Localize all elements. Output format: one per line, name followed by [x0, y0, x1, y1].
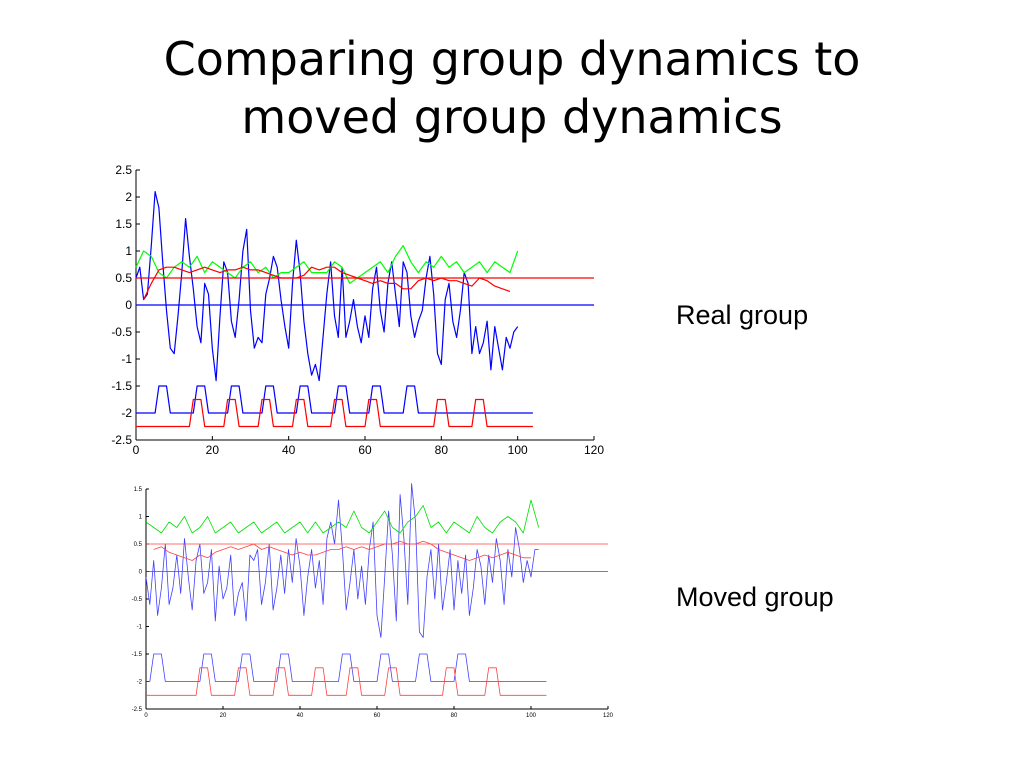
chart-0-xtick-label: 40: [282, 443, 296, 457]
chart-0-series-2-signal: [143, 266, 511, 300]
chart-0-xtick-label: 100: [508, 443, 528, 457]
chart-0-xtick-label: 0: [133, 443, 140, 457]
chart-0-ytick-label: 2: [125, 190, 132, 204]
chart-0-ytick-label: -2.5: [111, 433, 132, 447]
moved-group-label: Moved group: [676, 582, 834, 612]
real-group-label: Real group: [676, 300, 809, 330]
chart-0-series-1-signal: [135, 245, 519, 284]
chart-0-ytick-label: -1.5: [111, 379, 132, 393]
chart-0-xtick-label: 20: [206, 443, 220, 457]
chart-1-group: -2.5 -2 -1.5 -1 -0.5 0 0.5 1 1.5 0 20 40 60 80 100 120: [132, 483, 614, 719]
chart-1-xtick-label: 100: [526, 713, 537, 719]
chart-0-xtick-label: 120: [584, 443, 604, 457]
chart-1-series-0-signal: [145, 483, 539, 638]
chart-0-ytick-label: 1.5: [115, 217, 132, 231]
chart-1-xtick-label: 80: [451, 713, 458, 719]
chart-1-xtick-label: 0: [144, 713, 148, 719]
slide-title-line-1: Comparing group dynamics to: [163, 32, 861, 86]
chart-1-series-2-signal: [153, 540, 531, 561]
chart-0-series-6-pulse: [136, 398, 533, 428]
chart-1-series-6-pulse: [146, 667, 547, 696]
chart-0-ytick-label: 0.5: [115, 271, 132, 285]
chart-0-ytick-label: -0.5: [111, 325, 132, 339]
chart-1-xtick-label: 40: [297, 713, 304, 719]
chart-0-ytick-label: 1: [125, 244, 132, 258]
chart-1-xtick-label: 20: [220, 713, 227, 719]
chart-1-ytick-label: -1: [137, 625, 143, 631]
chart-0-ytick-label: -2: [121, 406, 132, 420]
chart-1-series-1-signal: [145, 499, 540, 534]
chart-1-ytick-label: 1: [139, 515, 143, 521]
chart-1-ytick-label: 1.5: [134, 487, 143, 493]
chart-0-group: -2.5 -2 -1.5 -1 -0.5 0 0.5 1 1.5 2 2.5 0 20 40 60 80 100…: [111, 163, 604, 457]
chart-1-ytick-label: 0: [139, 570, 143, 576]
slide-title: Comparing group dynamics to moved group …: [0, 30, 1024, 146]
chart-1-ytick-label: -0.5: [132, 597, 143, 603]
chart-0-ytick-label: -1: [121, 352, 132, 366]
chart-0-ytick-label: 2.5: [115, 163, 132, 177]
chart-0-ytick-label: 0: [125, 298, 132, 312]
chart-0-xtick-label: 80: [435, 443, 449, 457]
chart-1-xtick-label: 120: [603, 713, 614, 719]
chart-1-xtick-label: 60: [374, 713, 381, 719]
chart-1-ytick-label: 0.5: [134, 542, 143, 548]
slide-title-line-2: moved group dynamics: [241, 90, 783, 144]
chart-1-ytick-label: -2.5: [132, 707, 143, 713]
chart-1-ytick-label: -1.5: [132, 652, 143, 658]
chart-0-xtick-label: 60: [358, 443, 372, 457]
chart-1-ytick-label: -2: [137, 680, 143, 686]
chart-0-series-0-signal: [135, 191, 519, 382]
